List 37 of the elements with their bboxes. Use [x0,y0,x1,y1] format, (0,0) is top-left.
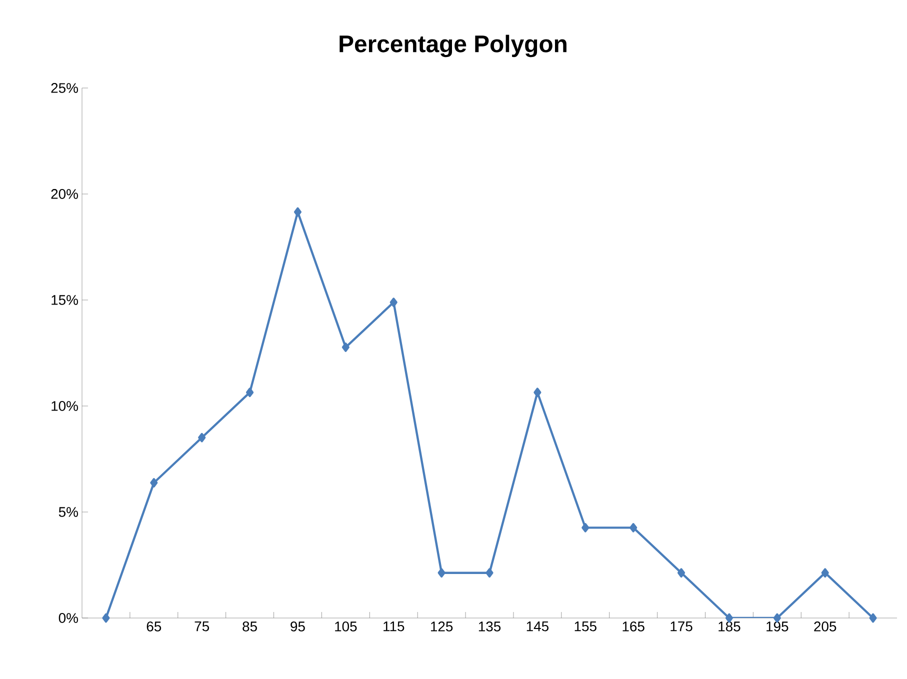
x-tick-label: 175 [670,622,692,632]
y-tick-label: 20% [51,189,78,199]
x-tick-label: 205 [814,622,836,632]
point [390,298,398,308]
point [102,613,110,623]
y-tick-label: 5% [58,507,78,517]
point [198,432,206,442]
point [821,568,829,578]
x-tick-label: 95 [290,622,305,632]
y-tick-label: 10% [52,401,78,411]
point [150,478,158,488]
point [294,207,302,217]
point [582,523,590,532]
x-tick-label: 155 [574,622,596,632]
point [677,568,686,578]
y-tick-label: 0% [58,613,78,623]
point [342,342,350,352]
x-tick-label: 75 [194,622,210,632]
x-tick-label: 135 [478,622,501,632]
x-tick-label: 185 [718,622,740,632]
y-tick-label: 15% [52,295,78,305]
point [869,613,877,623]
point [630,523,638,532]
x-tick-label: 165 [622,622,644,632]
x-tick-label: 125 [430,622,453,632]
x-tick-label: 65 [146,622,162,632]
x-tick-label: 145 [526,622,548,632]
point [486,568,494,578]
point [438,568,446,578]
x-tick-label: 105 [335,622,357,632]
point [246,388,254,398]
point [534,388,542,398]
x-tick-label: 115 [384,622,404,632]
x-tick-label: 195 [766,622,788,632]
y-tick-label: 25% [51,83,78,93]
chart-title: Percentage Polygon [340,34,566,58]
x-tick-label: 85 [242,622,257,632]
